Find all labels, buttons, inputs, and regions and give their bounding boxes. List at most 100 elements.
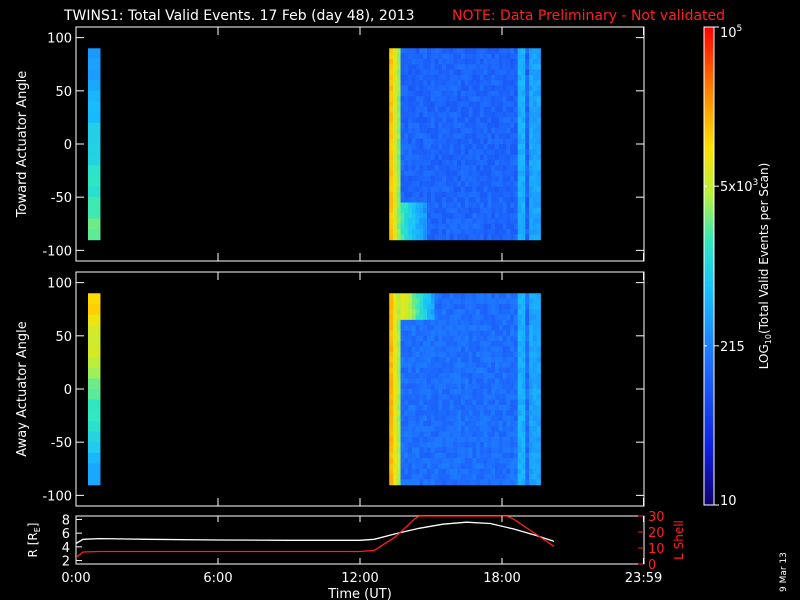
data-cell	[453, 436, 458, 443]
data-cell	[513, 314, 519, 321]
data-cell	[411, 101, 417, 108]
data-cell	[476, 106, 481, 113]
data-cell	[483, 404, 488, 411]
data-cell	[498, 383, 504, 390]
data-cell	[464, 415, 470, 422]
data-cell	[532, 452, 538, 459]
data-cell	[521, 303, 526, 310]
chart-title: TWINS1: Total Valid Events. 17 Feb (day …	[63, 8, 415, 24]
data-cell	[453, 154, 458, 161]
data-cell	[438, 197, 443, 203]
data-cell	[400, 426, 405, 433]
data-cell	[389, 133, 394, 140]
data-cell	[389, 325, 394, 331]
data-cell	[476, 436, 481, 443]
data-cell	[483, 133, 488, 140]
data-cell	[510, 479, 515, 486]
data-cell	[521, 69, 526, 76]
data-cell	[510, 175, 515, 182]
data-cell	[529, 293, 534, 300]
data-cell	[457, 122, 462, 129]
data-cell	[513, 436, 519, 443]
data-cell	[479, 234, 485, 241]
data-cell	[510, 335, 515, 342]
data-cell	[396, 410, 402, 417]
data-cell	[411, 165, 417, 172]
data-cell	[529, 367, 534, 374]
data-cell	[430, 80, 436, 86]
data-cell	[491, 229, 496, 235]
data-cell	[510, 293, 515, 300]
data-cell	[525, 213, 530, 219]
data-cell	[532, 202, 538, 209]
data-cell	[449, 458, 454, 464]
data-cell	[495, 165, 500, 172]
data-cell	[483, 138, 488, 145]
data-cell	[396, 218, 402, 225]
data-cell	[411, 303, 417, 310]
data-cell	[442, 96, 447, 102]
data-cell	[461, 64, 466, 71]
data-cell	[430, 463, 436, 470]
data-cell	[445, 74, 451, 81]
data-cell	[495, 367, 500, 374]
data-cell	[495, 362, 500, 369]
data-cell	[487, 436, 492, 443]
data-cell	[491, 64, 496, 71]
data-cell	[442, 144, 447, 150]
data-cell	[445, 117, 451, 124]
data-cell	[415, 314, 420, 321]
data-cell	[476, 394, 481, 401]
data-cell	[453, 74, 458, 81]
data-cell	[415, 48, 420, 55]
data-cell	[472, 106, 477, 113]
data-cell	[468, 80, 473, 86]
data-cell	[396, 229, 402, 235]
data-cell	[513, 351, 519, 358]
data-cell	[438, 218, 443, 225]
data-cell	[392, 383, 398, 390]
data-cell	[408, 213, 413, 219]
data-cell	[502, 128, 507, 134]
data-cell	[88, 463, 101, 475]
data-cell	[506, 138, 511, 145]
data-cell	[479, 64, 485, 71]
data-cell	[498, 314, 504, 321]
data-cell	[449, 96, 454, 102]
data-cell	[521, 181, 526, 188]
data-cell	[536, 170, 541, 177]
data-cell	[453, 69, 458, 76]
data-cell	[510, 351, 515, 358]
data-cell	[495, 53, 500, 60]
data-cell	[453, 58, 458, 65]
data-cell	[400, 314, 405, 321]
data-cell	[529, 373, 534, 379]
data-cell	[404, 186, 409, 193]
data-cell	[392, 394, 398, 401]
data-cell	[495, 96, 500, 102]
data-cell	[438, 458, 443, 464]
data-cell	[457, 159, 462, 166]
data-cell	[400, 447, 405, 454]
data-cell	[427, 351, 432, 358]
data-cell	[464, 463, 470, 470]
data-cell	[423, 389, 428, 395]
data-cell	[525, 410, 530, 417]
data-cell	[502, 357, 507, 363]
data-cell	[476, 426, 481, 433]
data-cell	[525, 64, 530, 71]
data-cell	[461, 144, 466, 150]
data-cell	[434, 144, 439, 150]
data-cell	[491, 90, 496, 97]
data-cell	[408, 58, 413, 65]
data-cell	[483, 474, 488, 480]
data-cell	[449, 48, 454, 55]
data-cell	[430, 181, 436, 188]
data-cell	[479, 479, 485, 486]
data-cell	[517, 69, 522, 76]
data-cell	[453, 53, 458, 60]
data-cell	[423, 404, 428, 411]
data-cell	[476, 138, 481, 145]
data-cell	[415, 383, 420, 390]
data-cell	[468, 191, 473, 198]
